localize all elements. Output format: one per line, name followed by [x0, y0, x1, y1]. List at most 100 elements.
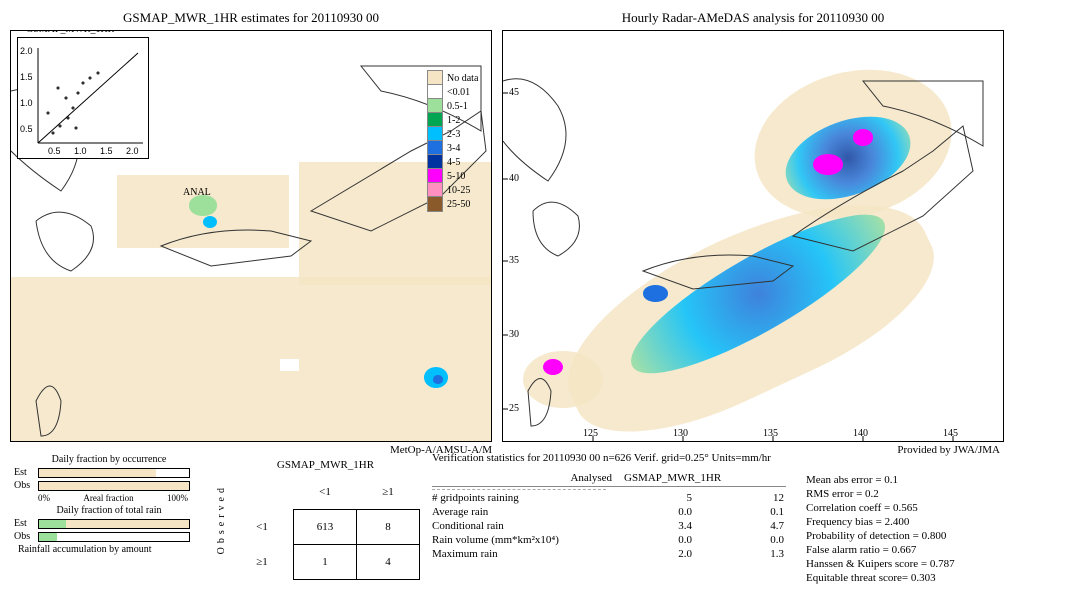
inset-title: GSMAP_MWR_1HR	[22, 30, 118, 35]
right-map-title: Hourly Radar-AMeDAS analysis for 2011093…	[502, 10, 1004, 26]
maps-container: GSMAP_MWR_1HR estimates for 20110930 00	[0, 0, 1080, 442]
ct-head: ≥1	[231, 544, 294, 579]
colorbar-label: 1-2	[447, 115, 460, 126]
score-line: False alarm ratio = 0.667	[806, 544, 1066, 556]
frac-fill	[39, 482, 189, 490]
left-map-box: GSMAP_MWR_1HR 2.0 1.5 1.0 0.5 0.5	[10, 30, 492, 442]
colorbar-row: <0.01	[427, 85, 483, 99]
colorbar-row: 5-10	[427, 169, 483, 183]
stat-val: 4.7	[692, 520, 784, 532]
left-map-title: GSMAP_MWR_1HR estimates for 20110930 00	[10, 10, 492, 26]
frac-total-title: Daily fraction of total rain	[14, 505, 204, 516]
stat-val: 1.3	[692, 548, 784, 560]
right-map-panel: Hourly Radar-AMeDAS analysis for 2011093…	[502, 10, 1004, 442]
contingency-table: <1 ≥1 <1 613 8 ≥1 1 4	[231, 475, 420, 580]
contingency-panel: Observed GSMAP_MWR_1HR <1 ≥1 <1 613 8 ≥1…	[216, 452, 420, 586]
stat-name: # gridpoints raining	[432, 492, 612, 504]
colorbar-label: 5-10	[447, 171, 465, 182]
colorbar-label: <0.01	[447, 87, 470, 98]
score-line: Probability of detection = 0.800	[806, 530, 1066, 542]
inset-tick: 2.0	[20, 46, 33, 56]
stats-area: Daily fraction by occurrence Est Obs 0% …	[0, 442, 1080, 586]
stat-line: Average rain0.00.1	[432, 506, 786, 518]
ct-head: ≥1	[357, 475, 420, 510]
frac-scale: 0% Areal fraction 100%	[14, 493, 188, 503]
stat-name: Conditional rain	[432, 520, 612, 532]
stat-name: Rain volume (mm*km²x10⁴)	[432, 534, 612, 546]
stat-val: 5	[612, 492, 692, 504]
ct-cell: 613	[294, 509, 357, 544]
col-head-est: GSMAP_MWR_1HR	[612, 472, 704, 484]
colorbar-label: No data	[447, 73, 478, 84]
colorbar: No data <0.01 0.5-1 1-2 2-3 3-4 4-5 5-10 10-25 25…	[427, 71, 483, 211]
stat-line: # gridpoints raining512	[432, 492, 786, 504]
colorbar-swatch	[427, 196, 443, 212]
score-line: Frequency bias = 2.400	[806, 516, 1066, 528]
left-source: MetOp-A/AMSU-A/M	[390, 444, 492, 456]
stat-val: 3.4	[612, 520, 692, 532]
observed-axis-label: Observed	[216, 484, 227, 554]
colorbar-row: 2-3	[427, 127, 483, 141]
stat-line: Maximum rain2.01.3	[432, 548, 786, 560]
colorbar-row: 0.5-1	[427, 99, 483, 113]
inset-tick: 1.5	[100, 146, 113, 156]
right-source: Provided by JWA/JMA	[897, 444, 1000, 456]
inset-tick: 1.0	[74, 146, 87, 156]
col-head-analysed: Analysed	[432, 472, 612, 484]
inset-tick: 0.5	[48, 146, 61, 156]
stat-val: 2.0	[612, 548, 692, 560]
frac-fill	[39, 533, 57, 541]
frac-fill	[39, 520, 66, 528]
anal-label: ANAL	[183, 187, 211, 198]
obs-label: Obs	[14, 480, 38, 491]
score-line: Correlation coeff = 0.565	[806, 502, 1066, 514]
colorbar-row: 25-50	[427, 197, 483, 211]
scores-col: Mean abs error = 0.1RMS error = 0.2Corre…	[786, 472, 1066, 586]
stat-val: 12	[692, 492, 784, 504]
stat-val: 0.0	[692, 534, 784, 546]
est-label: Est	[14, 518, 38, 529]
stat-line: Rain volume (mm*km²x10⁴)0.00.0	[432, 534, 786, 546]
colorbar-row: No data	[427, 71, 483, 85]
ct-head: <1	[294, 475, 357, 510]
stat-val: 0.0	[612, 506, 692, 518]
frac-fill	[39, 469, 156, 477]
inset-tick: 1.5	[20, 72, 33, 82]
contingency-title: GSMAP_MWR_1HR	[231, 459, 420, 471]
ct-cell: 1	[294, 544, 357, 579]
scale-label: Areal fraction	[83, 493, 133, 503]
inset-tick: 0.5	[20, 124, 33, 134]
inset-tick: 2.0	[126, 146, 139, 156]
score-line: Hanssen & Kuipers score = 0.787	[806, 558, 1066, 570]
est-label: Est	[14, 467, 38, 478]
scale-label: 0%	[38, 493, 50, 503]
frac-row: Est	[14, 467, 204, 478]
obs-label: Obs	[14, 531, 38, 542]
frac-occ-title: Daily fraction by occurrence	[14, 454, 204, 465]
stat-line: Conditional rain3.44.7	[432, 520, 786, 532]
colorbar-row: 4-5	[427, 155, 483, 169]
stat-name: Maximum rain	[432, 548, 612, 560]
colorbar-label: 4-5	[447, 157, 460, 168]
inset-plot: GSMAP_MWR_1HR 2.0 1.5 1.0 0.5 0.5	[17, 37, 149, 159]
stat-val: 0.0	[612, 534, 692, 546]
colorbar-label: 3-4	[447, 143, 460, 154]
scale-label: 100%	[167, 493, 188, 503]
colorbar-label: 2-3	[447, 129, 460, 140]
ct-cell: 4	[357, 544, 420, 579]
colorbar-label: 25-50	[447, 199, 470, 210]
verification-panel: Verification statistics for 20110930 00 …	[432, 452, 1066, 586]
frac-row: Obs	[14, 480, 204, 491]
frac-row: Obs	[14, 531, 204, 542]
inset-tick: 1.0	[20, 98, 33, 108]
frac-row: Est	[14, 518, 204, 529]
colorbar-row: 1-2	[427, 113, 483, 127]
colorbar-label: 0.5-1	[447, 101, 468, 112]
colorbar-row: 3-4	[427, 141, 483, 155]
colorbar-label: 10-25	[447, 185, 470, 196]
rainfall-acc-label: Rainfall accumulation by amount	[14, 544, 204, 555]
ct-head: <1	[231, 509, 294, 544]
stat-val: 0.1	[692, 506, 784, 518]
score-line: Equitable threat score= 0.303	[806, 572, 1066, 584]
inset-svg	[18, 38, 148, 158]
